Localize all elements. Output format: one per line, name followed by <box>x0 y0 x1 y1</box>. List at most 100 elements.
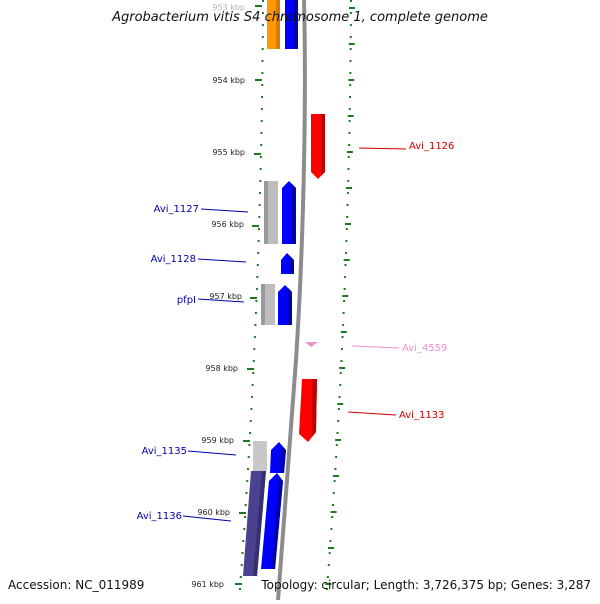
ring-dot <box>251 396 253 398</box>
ring-dot <box>261 84 264 86</box>
ring-dot <box>258 204 261 206</box>
label-avi-1136[interactable]: Avi_1136 <box>137 511 182 522</box>
tick-label-961: 961 kbp <box>191 580 224 589</box>
tick-label-957: 957 kbp <box>209 292 242 301</box>
gene-avi-1126-shade <box>321 114 325 176</box>
tick-mark <box>250 297 257 299</box>
tick-mark <box>239 512 246 514</box>
ring-dot <box>349 60 352 62</box>
ring-dot <box>336 432 339 434</box>
ring-dot <box>261 72 264 74</box>
tick-mark <box>252 225 259 227</box>
ring-dot <box>327 564 330 566</box>
connector-avi-4559 <box>351 345 400 349</box>
connector-avi-1136 <box>182 515 232 522</box>
ring-dot <box>349 24 352 26</box>
ring-dot <box>345 240 348 242</box>
ring-dot <box>329 540 332 542</box>
ring-dot <box>259 192 261 194</box>
ring-dot <box>242 540 245 542</box>
connector-avi-1128 <box>197 258 247 263</box>
ring-dash <box>335 439 342 441</box>
gene-avi-1133-shade <box>312 379 317 437</box>
label-avi-1133[interactable]: Avi_1133 <box>399 410 444 421</box>
ring-dot <box>238 588 241 590</box>
ring-dot <box>344 264 347 266</box>
ring-dot <box>349 48 352 50</box>
ring-dot <box>259 180 262 182</box>
ring-dot <box>337 408 340 410</box>
tick-label-958: 958 kbp <box>205 364 238 373</box>
ring-dot <box>239 576 242 578</box>
tick-mark <box>247 368 254 370</box>
ring-dot <box>346 204 349 206</box>
ring-dot <box>340 360 343 362</box>
gene-avi-1127-gray-shade <box>264 181 268 244</box>
ring-dash <box>332 475 339 477</box>
label-avi-1128[interactable]: Avi_1128 <box>151 254 196 265</box>
connector-pfpi <box>197 298 245 303</box>
gene-avi-1128-shade <box>290 256 294 274</box>
ring-dot <box>243 528 246 530</box>
ring-dot <box>333 480 336 482</box>
tick-mark <box>235 583 242 585</box>
ring-dot <box>253 336 256 338</box>
ring-dot <box>261 12 264 14</box>
connector-avi-1135 <box>187 450 237 456</box>
ring-dot <box>258 216 261 218</box>
ring-dot <box>261 96 264 98</box>
ring-dash <box>337 403 344 405</box>
ring-dot <box>244 516 246 518</box>
ring-dot <box>261 24 264 26</box>
ring-dot <box>244 504 247 506</box>
ring-dot <box>349 96 351 98</box>
ring-dot <box>349 72 352 74</box>
gene-pfpi-blue-shade <box>288 288 292 325</box>
label-avi-1135[interactable]: Avi_1135 <box>142 446 187 457</box>
ring-dot <box>332 492 335 494</box>
gene-avi-1135-gray[interactable] <box>253 441 267 471</box>
ring-dash <box>347 115 354 117</box>
ring-dash <box>348 43 355 45</box>
label-avi-1126[interactable]: Avi_1126 <box>409 141 454 152</box>
gene-avi-4559[interactable] <box>305 342 318 347</box>
ring-dot <box>341 348 343 350</box>
ring-dash <box>343 259 350 261</box>
ring-dot <box>256 264 259 266</box>
ring-dash <box>346 151 353 153</box>
label-avi-4559[interactable]: Avi_4559 <box>402 343 447 354</box>
gene-avi-1136-dark-shade <box>253 471 266 576</box>
ring-dash <box>340 331 347 333</box>
gene-avi-1136-blue-shade <box>271 477 283 569</box>
ring-dot <box>346 216 349 218</box>
ring-dot <box>249 432 252 434</box>
ring-dot <box>339 384 342 386</box>
ring-dot <box>343 300 346 302</box>
ring-dot <box>247 456 250 458</box>
tick-label-960: 960 kbp <box>197 508 230 517</box>
ring-dot <box>328 552 331 554</box>
tick-mark <box>254 153 261 155</box>
ring-dot <box>252 372 255 374</box>
ring-dot <box>261 36 264 38</box>
tick-label-953: 953 kbp <box>212 3 245 12</box>
ring-dot <box>326 576 329 578</box>
ring-dot <box>250 408 253 410</box>
label-pfpi[interactable]: pfpI <box>177 295 196 306</box>
label-avi-1127[interactable]: Avi_1127 <box>154 204 199 215</box>
ring-dot <box>257 252 260 254</box>
outer-dotted-ring <box>325 0 355 602</box>
ring-dot <box>259 168 262 170</box>
tick-mark <box>255 79 262 81</box>
ring-dot <box>334 468 337 470</box>
ring-dot <box>241 552 244 554</box>
gene-avi-1127-blue-shade <box>292 184 296 244</box>
genome-summary-text: Topology: circular; Length: 3,726,375 bp… <box>261 578 591 592</box>
ring-dot <box>255 300 258 302</box>
map-title: Agrobacterium vitis S4 chromosome 1, com… <box>112 10 488 25</box>
ring-dot <box>335 444 338 446</box>
ring-dash <box>346 187 352 189</box>
scale-ticks: 953 kbp 954 kbp 955 kbp 956 kbp 957 kbp … <box>191 3 262 589</box>
ring-dot <box>258 228 260 230</box>
